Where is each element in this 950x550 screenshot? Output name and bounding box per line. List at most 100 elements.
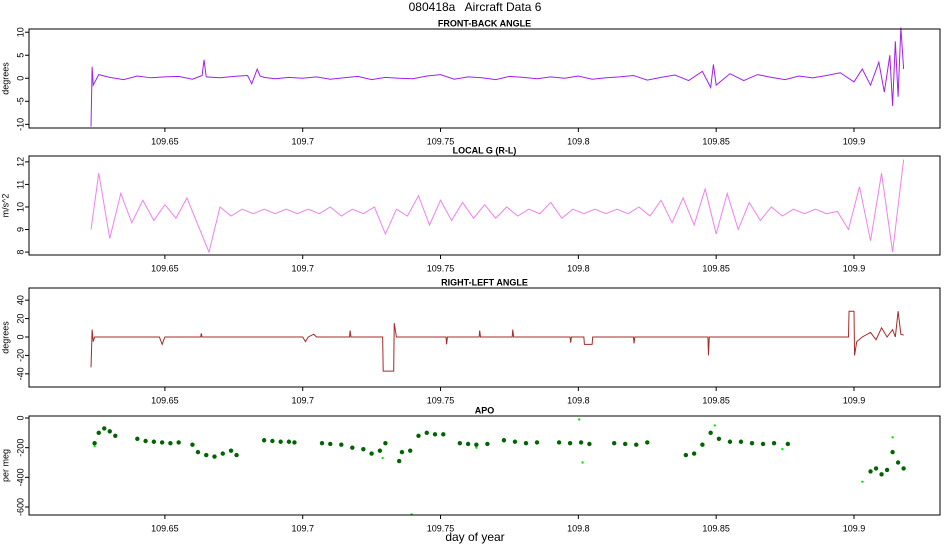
data-point xyxy=(143,438,148,444)
y-tick-label: 40 xyxy=(15,295,25,305)
data-point xyxy=(890,449,895,455)
x-tick-label: 109.85 xyxy=(702,136,730,146)
y-tick-label: 0 xyxy=(15,334,25,339)
x-tick-label: 109.8 xyxy=(567,523,590,533)
data-point xyxy=(270,438,275,444)
data-point xyxy=(432,432,438,437)
data-point xyxy=(113,433,118,439)
y-tick-label: -10 xyxy=(15,118,25,131)
data-point xyxy=(96,430,101,436)
data-point xyxy=(107,429,112,434)
data-point xyxy=(523,441,529,446)
data-point xyxy=(577,418,581,421)
y-tick-label: -400 xyxy=(15,468,25,486)
data-point xyxy=(328,441,333,447)
x-tick-label: 109.65 xyxy=(151,136,179,146)
data-point xyxy=(383,441,388,446)
data-point xyxy=(485,441,490,447)
data-point xyxy=(884,467,890,473)
x-tick-label: 109.65 xyxy=(151,523,179,533)
y-axis-label: degrees xyxy=(0,321,10,354)
panel-title: LOCAL G (R-L) xyxy=(453,145,517,155)
panel-title: RIGHT-LEFT ANGLE xyxy=(441,277,528,287)
y-axis-label: per meg xyxy=(0,449,10,482)
data-point xyxy=(234,452,239,458)
data-point xyxy=(727,439,733,444)
panel-title: APO xyxy=(475,405,495,415)
x-tick-label: 109.8 xyxy=(567,395,590,405)
data-point xyxy=(278,439,283,444)
x-tick-label: 109.9 xyxy=(843,263,866,273)
x-tick-label: 109.75 xyxy=(427,523,455,533)
data-point xyxy=(861,480,864,483)
x-tick-label: 109.65 xyxy=(151,395,179,405)
data-point xyxy=(868,469,873,474)
data-point xyxy=(738,439,744,444)
data-point xyxy=(396,458,402,464)
data-point xyxy=(457,441,463,446)
y-tick-label: -200 xyxy=(15,439,25,457)
data-point xyxy=(578,440,584,445)
x-tick-label: 109.9 xyxy=(843,523,866,533)
x-tick-label: 109.8 xyxy=(567,263,590,273)
data-point xyxy=(339,442,344,447)
data-line xyxy=(90,159,905,254)
data-point xyxy=(749,441,755,446)
data-point xyxy=(634,442,639,447)
data-point xyxy=(399,449,405,455)
data-point xyxy=(700,442,705,447)
data-point xyxy=(424,430,429,436)
data-point xyxy=(645,440,650,445)
data-point xyxy=(168,441,173,446)
data-line xyxy=(90,27,905,127)
data-point xyxy=(587,441,592,447)
data-point xyxy=(475,446,478,449)
plot-frame xyxy=(28,28,941,129)
x-tick-label: 109.85 xyxy=(702,263,730,273)
y-tick-label: -600 xyxy=(15,498,25,516)
data-point xyxy=(611,441,617,446)
data-point xyxy=(501,438,507,443)
y-tick-label: 0 xyxy=(15,76,25,81)
x-tick-label: 109.7 xyxy=(291,523,314,533)
data-point xyxy=(716,436,722,441)
x-tick-label: 109.75 xyxy=(427,263,455,273)
y-tick-label: 10 xyxy=(15,27,25,37)
data-point xyxy=(261,438,267,443)
data-point xyxy=(895,460,901,465)
data-point xyxy=(212,454,217,459)
y-tick-label: -20 xyxy=(15,349,25,362)
data-point xyxy=(691,451,697,456)
panel-title: FRONT-BACK ANGLE xyxy=(438,18,531,28)
data-point xyxy=(771,441,777,446)
data-point xyxy=(369,451,374,456)
y-tick-label: 5 xyxy=(15,53,25,58)
data-point xyxy=(760,441,766,447)
y-tick-label: 11 xyxy=(15,180,25,189)
y-tick-label: 0 xyxy=(15,416,25,421)
data-point xyxy=(292,440,297,445)
data-point xyxy=(901,466,906,471)
plot-frame xyxy=(28,155,941,256)
x-axis-label: day of year xyxy=(445,530,504,544)
data-point xyxy=(204,452,209,458)
y-axis-label: degrees xyxy=(0,62,10,95)
x-tick-label: 109.65 xyxy=(151,263,179,273)
data-point xyxy=(567,441,573,446)
data-point xyxy=(159,440,165,445)
data-point xyxy=(556,440,562,445)
x-tick-label: 109.7 xyxy=(291,395,314,405)
x-tick-label: 109.8 xyxy=(567,136,590,146)
data-point xyxy=(176,440,181,445)
y-tick-label: 9 xyxy=(15,227,25,232)
x-tick-label: 109.85 xyxy=(702,523,730,533)
data-point xyxy=(286,439,292,444)
data-point xyxy=(228,448,234,453)
data-point xyxy=(891,436,894,439)
data-point xyxy=(381,456,384,460)
plot-frame xyxy=(28,287,941,388)
data-point xyxy=(408,448,413,453)
data-point xyxy=(190,442,195,447)
data-point xyxy=(195,449,201,455)
